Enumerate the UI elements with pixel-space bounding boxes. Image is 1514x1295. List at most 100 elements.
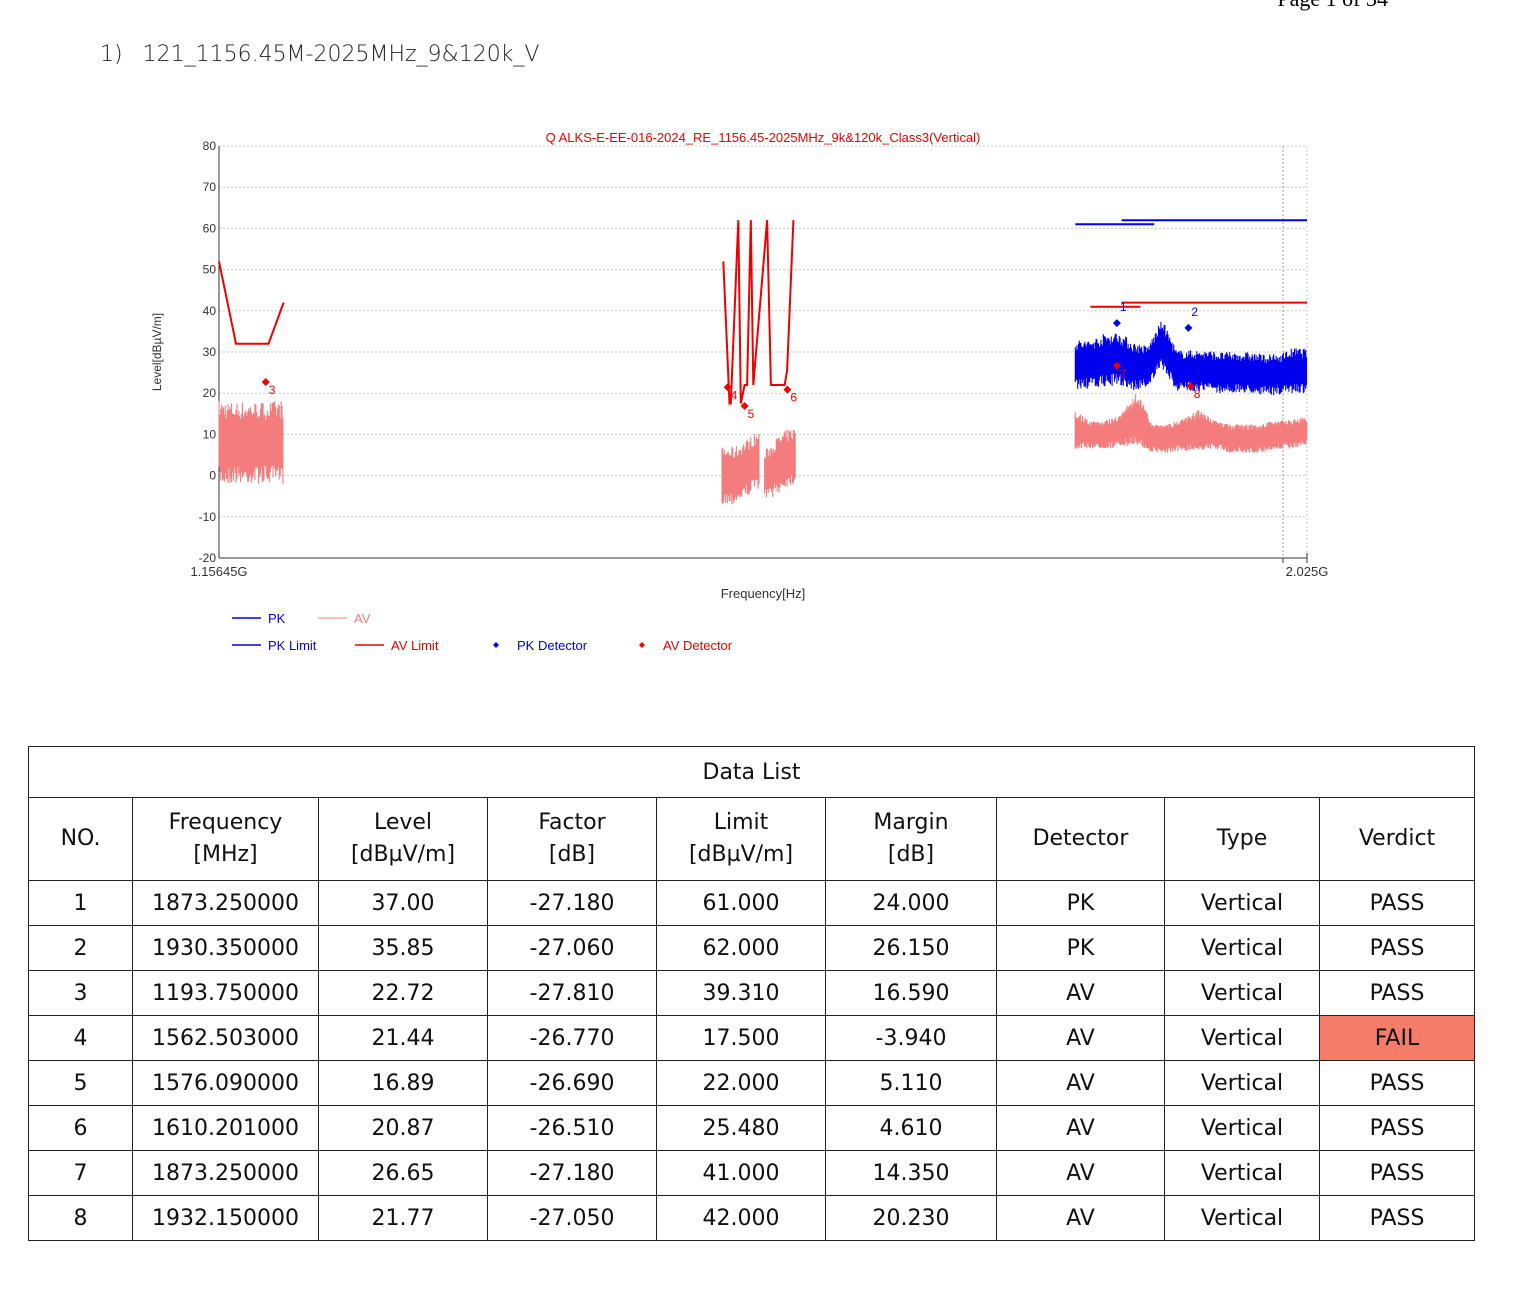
legend-item: AV bbox=[354, 611, 371, 626]
legend-item: AV Detector bbox=[663, 638, 733, 653]
table-cell: Vertical bbox=[1164, 925, 1320, 971]
y-tick-label: 0 bbox=[209, 469, 216, 483]
av-detector-marker bbox=[723, 383, 732, 392]
table-cell: 22.000 bbox=[656, 1060, 826, 1106]
marker-label: 2 bbox=[1191, 305, 1198, 319]
av-detector-marker bbox=[261, 377, 270, 386]
av-detector-marker bbox=[783, 385, 792, 394]
table-cell: 24.000 bbox=[825, 880, 997, 926]
y-tick-label: 50 bbox=[203, 263, 217, 277]
table-cell: AV bbox=[996, 1150, 1165, 1196]
table-cell: -27.810 bbox=[487, 970, 657, 1016]
column-header: Level [dBµV/m] bbox=[318, 797, 488, 881]
table-cell: 16.590 bbox=[825, 970, 997, 1016]
table-cell: -26.690 bbox=[487, 1060, 657, 1106]
table-cell: -27.060 bbox=[487, 925, 657, 971]
av-detector-marker bbox=[1186, 381, 1195, 390]
column-header: Limit [dBµV/m] bbox=[656, 797, 826, 881]
table-cell: 1873.250000 bbox=[132, 1150, 319, 1196]
table-cell: 21.77 bbox=[318, 1195, 488, 1241]
table-cell: 20.87 bbox=[318, 1105, 488, 1151]
table-cell: 14.350 bbox=[825, 1150, 997, 1196]
av-limit-line bbox=[722, 220, 795, 405]
verdict-cell: PASS bbox=[1319, 970, 1475, 1016]
table-cell: 17.500 bbox=[656, 1015, 826, 1061]
table-cell: 1610.201000 bbox=[132, 1105, 319, 1151]
y-tick-label: -10 bbox=[199, 510, 217, 524]
table-cell: PK bbox=[996, 880, 1165, 926]
table-cell: 7 bbox=[28, 1150, 133, 1196]
table-cell: 1193.750000 bbox=[132, 970, 319, 1016]
table-cell: AV bbox=[996, 1015, 1165, 1061]
table-cell: 61.000 bbox=[656, 880, 826, 926]
table-cell: Vertical bbox=[1164, 1015, 1320, 1061]
pk-detector-marker bbox=[1112, 319, 1121, 328]
section-number: 1) bbox=[100, 42, 123, 67]
section-title: 121_1156.45M-2025MHz_9&120k_V bbox=[142, 42, 540, 67]
verdict-cell: PASS bbox=[1319, 1105, 1475, 1151]
legend-item: PK Limit bbox=[268, 638, 317, 653]
y-tick-label: 30 bbox=[203, 345, 217, 359]
table-cell: AV bbox=[996, 970, 1165, 1016]
table-cell: 62.000 bbox=[656, 925, 826, 971]
table-cell: 1576.090000 bbox=[132, 1060, 319, 1106]
table-cell: 22.72 bbox=[318, 970, 488, 1016]
marker-label: 7 bbox=[1120, 367, 1127, 381]
marker-label: 8 bbox=[1194, 387, 1201, 401]
column-header: Verdict bbox=[1319, 797, 1475, 881]
chart-title: Q ALKS-E-EE-016-2024_RE_1156.45-2025MHz_… bbox=[546, 130, 981, 145]
y-tick-label: 60 bbox=[203, 221, 217, 235]
table-cell: 5 bbox=[28, 1060, 133, 1106]
table-cell: -26.770 bbox=[487, 1015, 657, 1061]
av-trace bbox=[1074, 399, 1308, 453]
x-axis-label: Frequency[Hz] bbox=[721, 586, 806, 601]
table-cell: Vertical bbox=[1164, 1105, 1320, 1151]
table-row: 7 1873.250000 26.65 -27.180 41.000 14.350 AV Ve… bbox=[28, 1150, 1475, 1196]
table-cell: 16.89 bbox=[318, 1060, 488, 1106]
y-tick-label: 20 bbox=[203, 386, 217, 400]
table-cell: 4 bbox=[28, 1015, 133, 1061]
verdict-cell: PASS bbox=[1319, 1060, 1475, 1106]
table-cell: 8 bbox=[28, 1195, 133, 1241]
table-cell: 35.85 bbox=[318, 925, 488, 971]
column-header: NO. bbox=[28, 797, 133, 881]
table-cell: 21.44 bbox=[318, 1015, 488, 1061]
y-tick-label: 10 bbox=[203, 427, 217, 441]
table-header-row: NO. Frequency [MHz] Level [dBµV/m] Factor [dB]… bbox=[28, 797, 1475, 881]
table-cell: Vertical bbox=[1164, 970, 1320, 1016]
section-heading: 1) 121_1156.45M-2025MHz_9&120k_V bbox=[100, 42, 539, 67]
legend-item: PK Detector bbox=[517, 638, 588, 653]
av-trace bbox=[721, 433, 760, 505]
table-cell: 1873.250000 bbox=[132, 880, 319, 926]
verdict-cell: FAIL bbox=[1319, 1015, 1475, 1061]
data-list-table-wrap: Data List NO. Frequency [MHz] Level [dBµV/m]… bbox=[28, 746, 1475, 1241]
table-caption: Data List bbox=[28, 746, 1475, 798]
page-header: Page 1 of 34 bbox=[1277, 0, 1388, 12]
legend-marker-swatch bbox=[493, 642, 499, 648]
verdict-cell: PASS bbox=[1319, 1195, 1475, 1241]
table-cell: 1930.350000 bbox=[132, 925, 319, 971]
pk-trace bbox=[1074, 321, 1308, 396]
x-tick-label: 1.15645G bbox=[190, 564, 247, 579]
y-tick-label: -20 bbox=[199, 551, 217, 565]
table-cell: Vertical bbox=[1164, 1060, 1320, 1106]
av-trace bbox=[218, 400, 284, 484]
av-trace bbox=[764, 429, 796, 498]
table-cell: Vertical bbox=[1164, 1150, 1320, 1196]
av-limit-line bbox=[218, 261, 285, 345]
verdict-cell: PASS bbox=[1319, 1150, 1475, 1196]
table-cell: AV bbox=[996, 1060, 1165, 1106]
table-row: 2 1930.350000 35.85 -27.060 62.000 26.150 PK Ve… bbox=[28, 925, 1475, 971]
table-cell: 42.000 bbox=[656, 1195, 826, 1241]
table-cell: 3 bbox=[28, 970, 133, 1016]
table-row: 1 1873.250000 37.00 -27.180 61.000 24.000 PK Ve… bbox=[28, 880, 1475, 926]
table-cell: AV bbox=[996, 1105, 1165, 1151]
marker-label: 5 bbox=[748, 407, 755, 421]
av-detector-marker bbox=[740, 402, 749, 411]
table-cell: 39.310 bbox=[656, 970, 826, 1016]
table-cell: 1 bbox=[28, 880, 133, 926]
table-row: 6 1610.201000 20.87 -26.510 25.480 4.610 AV Ver… bbox=[28, 1105, 1475, 1151]
table-cell: 5.110 bbox=[825, 1060, 997, 1106]
table-cell: 26.65 bbox=[318, 1150, 488, 1196]
legend-item: AV Limit bbox=[391, 638, 439, 653]
